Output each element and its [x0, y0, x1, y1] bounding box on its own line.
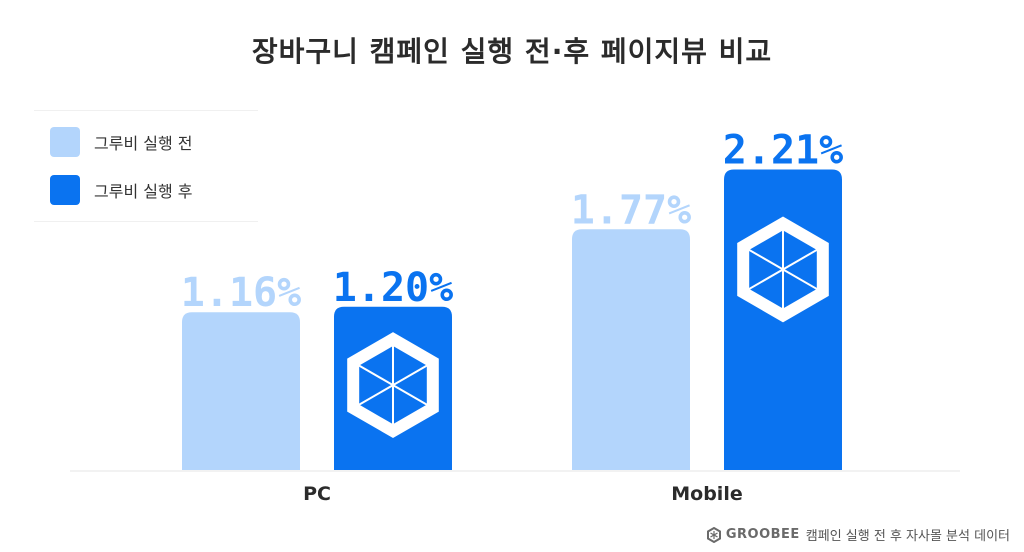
legend-swatch-after	[50, 175, 80, 205]
category-label-pc: PC	[303, 483, 331, 505]
footer-brand: GROOBEE	[725, 527, 800, 542]
chart-title: 장바구니 캠페인 실행 전·후 페이지뷰 비교	[251, 35, 773, 68]
value-label-pc-before: 1.16%	[181, 270, 301, 316]
groobee-logo-icon	[706, 526, 721, 543]
legend: 그루비 실행 전 그루비 실행 후	[34, 110, 258, 222]
bar-pc-before	[182, 312, 300, 470]
legend-swatch-before	[50, 127, 80, 157]
value-label-mobile-after: 2.21%	[723, 127, 843, 173]
legend-item-after: 그루비 실행 후	[50, 175, 193, 205]
category-label-mobile: Mobile	[671, 483, 742, 505]
hexagon-spoke	[742, 245, 824, 294]
bar-mobile-before	[572, 229, 690, 470]
value-label-pc-after: 1.20%	[333, 265, 453, 311]
legend-label-before: 그루비 실행 전	[94, 134, 193, 153]
hexagon-spoke	[352, 361, 434, 410]
footer-source: 캠페인 실행 전 후 자사몰 분석 데이터	[805, 529, 1010, 544]
legend-item-before: 그루비 실행 전	[50, 127, 193, 157]
footer: GROOBEE 캠페인 실행 전 후 자사몰 분석 데이터	[706, 525, 1010, 544]
value-label-mobile-before: 1.77%	[571, 187, 691, 233]
legend-label-after: 그루비 실행 후	[94, 182, 193, 201]
